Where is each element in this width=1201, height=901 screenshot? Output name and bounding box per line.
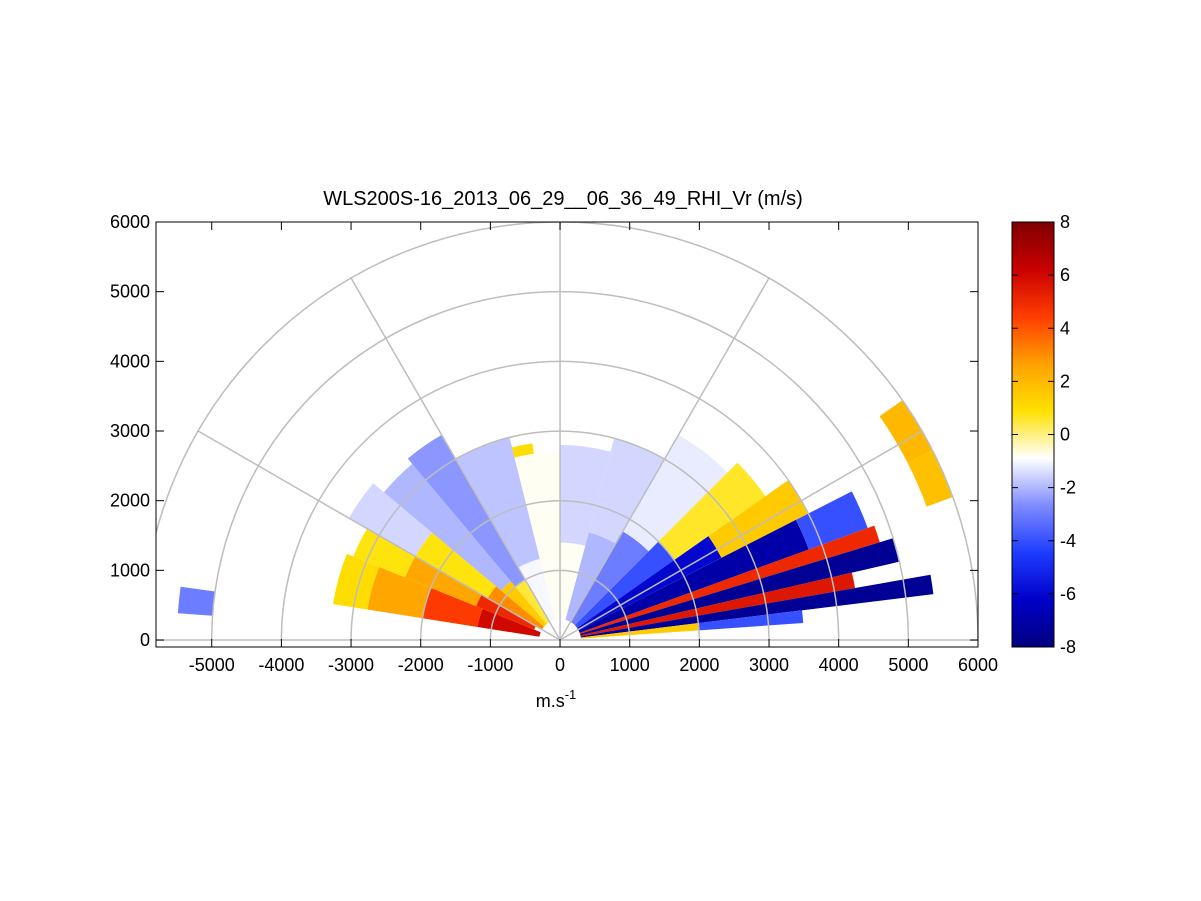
velocity-sector <box>560 444 611 546</box>
y-tick-label: 1000 <box>110 560 150 580</box>
velocity-sector <box>879 400 933 463</box>
colorbar-ticks: 8 6 4 2 0 -2 -4 -6 -8 <box>1012 212 1076 657</box>
colorbar-tick-label: -8 <box>1060 637 1076 657</box>
colorbar-tick-label: -4 <box>1060 531 1076 551</box>
azimuth-spoke <box>197 430 561 641</box>
x-tick-label: 5000 <box>888 655 928 675</box>
velocity-sector <box>487 586 545 630</box>
colorbar-tick-label: -2 <box>1060 478 1076 498</box>
x-tick-label: -1000 <box>467 655 513 675</box>
velocity-sector <box>348 483 432 557</box>
x-tick-label: 1000 <box>610 655 650 675</box>
velocity-sector <box>795 491 868 550</box>
velocity-field <box>177 400 953 639</box>
velocity-sector <box>177 586 216 616</box>
velocity-sector <box>560 542 586 620</box>
velocity-sector <box>580 574 934 638</box>
velocity-sector <box>515 579 550 625</box>
velocity-sector <box>514 451 561 620</box>
x-tick-label: -4000 <box>258 655 304 675</box>
x-tick-label: 3000 <box>749 655 789 675</box>
x-tick-label: 4000 <box>819 655 859 675</box>
x-axis-label-exponent: -1 <box>565 687 577 702</box>
colorbar-tick-label: 8 <box>1060 212 1070 232</box>
y-axis: 0 1000 2000 3000 4000 5000 6000 <box>110 212 978 650</box>
azimuth-spoke <box>559 430 923 641</box>
azimuth-spoke <box>350 277 561 641</box>
colorbar-tick-label: 0 <box>1060 425 1070 445</box>
range-ring <box>156 222 978 641</box>
velocity-sector <box>708 480 809 558</box>
x-tick-label: 6000 <box>958 655 998 675</box>
x-axis: -5000 -4000 -3000 -2000 -1000 0 1000 2000 3000 40… <box>189 222 998 675</box>
velocity-sector <box>588 438 665 544</box>
velocity-sector <box>476 594 536 630</box>
velocity-sector <box>658 462 766 561</box>
x-tick-label: 0 <box>555 655 565 675</box>
velocity-sector <box>405 556 482 607</box>
velocity-sector <box>407 434 526 587</box>
polar-grid <box>156 222 978 641</box>
x-tick-label: -3000 <box>328 655 374 675</box>
colorbar: 8 6 4 2 0 -2 -4 -6 -8 <box>1011 212 1076 657</box>
y-tick-label: 2000 <box>110 491 150 511</box>
colorbar-tick-label: 2 <box>1060 371 1070 391</box>
y-tick-label: 3000 <box>110 421 150 441</box>
y-tick-label: 5000 <box>110 282 150 302</box>
velocity-sector <box>477 608 541 637</box>
velocity-sector <box>698 610 804 631</box>
velocity-sector <box>574 541 675 629</box>
y-tick-label: 6000 <box>110 212 150 232</box>
colorbar-gradient <box>1011 221 1055 648</box>
x-axis-label-base: m.s <box>536 691 565 711</box>
velocity-sector <box>415 532 496 599</box>
y-tick-label: 0 <box>140 630 150 650</box>
velocity-sector <box>455 437 540 568</box>
velocity-sector <box>579 525 880 634</box>
velocity-sector <box>512 443 534 458</box>
velocity-sector <box>518 558 555 622</box>
velocity-sector <box>353 528 416 578</box>
azimuth-spoke <box>559 277 770 641</box>
colorbar-tick-label: 6 <box>1060 265 1070 285</box>
x-tick-label: 2000 <box>679 655 719 675</box>
velocity-sector <box>580 572 856 637</box>
x-tick-label: -5000 <box>189 655 235 675</box>
colorbar-tick-label: 4 <box>1060 318 1070 338</box>
velocity-sector <box>578 519 809 633</box>
plot-frame <box>155 221 979 648</box>
velocity-sector <box>367 566 431 619</box>
velocity-sector <box>580 623 700 639</box>
x-axis-label: m.s-1 <box>536 687 577 711</box>
velocity-sector <box>501 581 547 627</box>
velocity-sector <box>907 450 953 507</box>
x-tick-label: -2000 <box>398 655 444 675</box>
chart-title: WLS200S-16_2013_06_29__06_36_49_RHI_Vr (… <box>323 188 803 210</box>
colorbar-tick-label: -6 <box>1060 584 1076 604</box>
plot-area: -5000 -4000 -3000 -2000 -1000 0 1000 2000 3000 40… <box>110 212 998 675</box>
velocity-sector <box>332 553 380 610</box>
velocity-sector <box>580 538 900 636</box>
velocity-sector <box>422 587 483 627</box>
velocity-sector <box>622 434 728 552</box>
velocity-sector <box>570 531 649 626</box>
y-tick-label: 4000 <box>110 351 150 371</box>
velocity-sector <box>383 463 511 591</box>
velocity-sector <box>577 536 722 631</box>
